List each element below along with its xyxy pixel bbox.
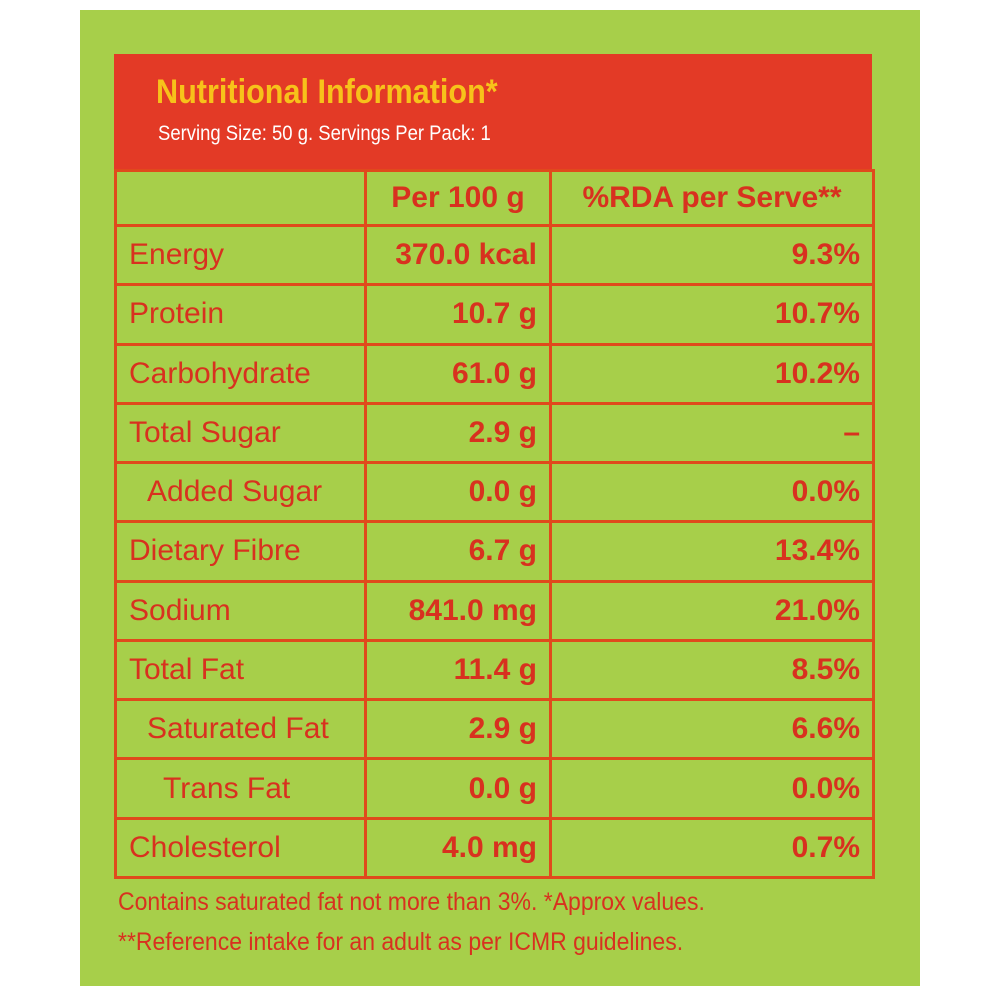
footnote-line: Contains saturated fat not more than 3%.…	[118, 888, 705, 916]
column-header-nutrient	[114, 169, 367, 227]
rda-value: 0.0%	[549, 461, 875, 524]
per-100g-value: 4.0 mg	[364, 816, 552, 880]
serving-info: Serving Size: 50 g. Servings Per Pack: 1	[158, 122, 491, 145]
table-row: Saturated Fat 2.9 g 6.6%	[114, 698, 875, 761]
table-header-row: Per 100 g %RDA per Serve**	[114, 169, 875, 227]
per-100g-value: 2.9 g	[364, 698, 552, 761]
per-100g-value: 61.0 g	[364, 342, 552, 405]
nutrient-name: Added Sugar	[114, 461, 367, 524]
rda-value: 8.5%	[549, 638, 875, 702]
nutrient-name: Total Sugar	[114, 401, 367, 465]
nutrient-name: Cholesterol	[114, 816, 367, 880]
nutrient-name: Energy	[114, 223, 367, 287]
table-row: Added Sugar 0.0 g 0.0%	[114, 461, 875, 524]
rda-value: 10.7%	[549, 283, 875, 346]
nutrient-name: Total Fat	[114, 638, 367, 702]
per-100g-value: 370.0 kcal	[364, 223, 552, 287]
rda-value: 21.0%	[549, 579, 875, 642]
table-row: Trans Fat 0.0 g 0.0%	[114, 757, 875, 820]
nutrient-name: Sodium	[114, 579, 367, 642]
nutrition-label: Nutritional Information* Serving Size: 5…	[80, 10, 920, 986]
table-row: Cholesterol 4.0 mg 0.7%	[114, 816, 875, 880]
rda-value: 0.0%	[549, 757, 875, 820]
per-100g-value: 0.0 g	[364, 757, 552, 820]
rda-value: 13.4%	[549, 520, 875, 583]
table-row: Total Fat 11.4 g 8.5%	[114, 638, 875, 702]
per-100g-value: 0.0 g	[364, 461, 552, 524]
nutrient-name: Dietary Fibre	[114, 520, 367, 583]
table-row: Carbohydrate 61.0 g 10.2%	[114, 342, 875, 405]
table-row: Sodium 841.0 mg 21.0%	[114, 579, 875, 642]
table-row: Dietary Fibre 6.7 g 13.4%	[114, 520, 875, 583]
per-100g-value: 841.0 mg	[364, 579, 552, 642]
rda-value: –	[549, 401, 875, 465]
per-100g-value: 10.7 g	[364, 283, 552, 346]
rda-value: 10.2%	[549, 342, 875, 405]
label-header: Nutritional Information* Serving Size: 5…	[114, 54, 872, 169]
nutrient-name: Protein	[114, 283, 367, 346]
table-row: Protein 10.7 g 10.7%	[114, 283, 875, 346]
column-header-rda: %RDA per Serve**	[549, 169, 875, 227]
table-row: Total Sugar 2.9 g –	[114, 401, 875, 465]
table-row: Energy 370.0 kcal 9.3%	[114, 223, 875, 287]
per-100g-value: 11.4 g	[364, 638, 552, 702]
label-title: Nutritional Information*	[156, 73, 498, 111]
nutrition-table: Per 100 g %RDA per Serve** Energy 370.0 …	[114, 169, 875, 880]
footnotes: Contains saturated fat not more than 3%.…	[118, 882, 908, 962]
nutrient-name: Carbohydrate	[114, 342, 367, 405]
per-100g-value: 2.9 g	[364, 401, 552, 465]
per-100g-value: 6.7 g	[364, 520, 552, 583]
rda-value: 9.3%	[549, 223, 875, 287]
nutrient-name: Saturated Fat	[114, 698, 367, 761]
footnote-line: **Reference intake for an adult as per I…	[118, 928, 684, 956]
column-header-per-100g: Per 100 g	[364, 169, 552, 227]
rda-value: 6.6%	[549, 698, 875, 761]
nutrient-name: Trans Fat	[114, 757, 367, 820]
rda-value: 0.7%	[549, 816, 875, 880]
